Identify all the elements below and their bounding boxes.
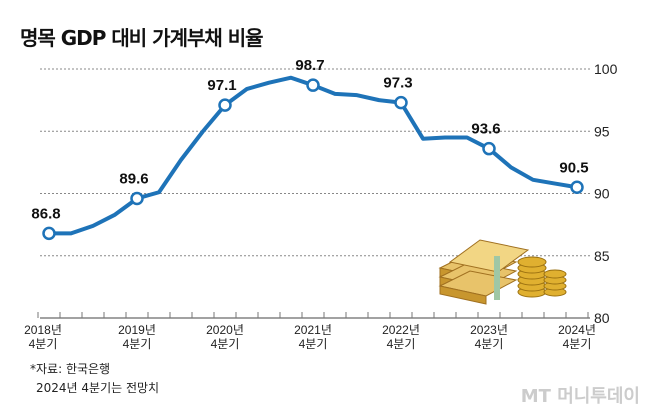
money-illustration — [438, 239, 567, 305]
data-label: 90.5 — [559, 159, 588, 176]
series-line — [49, 75, 578, 236]
y-tick-label: 85 — [594, 248, 610, 264]
data-label: 93.6 — [471, 121, 500, 138]
x-tick-label: 2020년 — [206, 323, 244, 337]
x-tick-label: 4분기 — [211, 337, 240, 351]
data-point-marker — [394, 95, 408, 110]
data-label: 97.1 — [207, 77, 236, 94]
source-note: *자료: 한국은행 — [30, 362, 111, 376]
x-tick-label: 4분기 — [387, 337, 416, 351]
data-point-marker — [42, 226, 56, 241]
x-tick-label: 2022년 — [382, 323, 420, 337]
x-tick-label: 4분기 — [123, 337, 152, 351]
x-tick-label: 2021년 — [294, 323, 332, 337]
x-tick-label: 2019년 — [118, 323, 156, 337]
watermark-logo: MT 머니투데이 — [520, 386, 640, 407]
x-tick-label: 4분기 — [563, 337, 592, 351]
x-tick-label: 2023년 — [470, 323, 508, 337]
x-tick-label: 2024년 — [558, 323, 596, 337]
forecast-note: 2024년 4분기는 전망치 — [36, 381, 160, 395]
y-tick-label: 95 — [594, 123, 610, 139]
x-tick-label: 2018년 — [24, 323, 62, 337]
data-label: 86.8 — [31, 205, 60, 222]
x-tick-label: 4분기 — [475, 337, 504, 351]
x-tick-label: 4분기 — [299, 337, 328, 351]
data-point-marker — [130, 191, 144, 206]
data-label: 98.7 — [295, 57, 324, 74]
data-point-marker — [306, 78, 320, 92]
data-point-marker — [218, 98, 232, 112]
data-label: 89.6 — [119, 170, 148, 187]
y-tick-label: 80 — [594, 310, 610, 326]
y-tick-label: 100 — [594, 61, 618, 77]
y-tick-label: 90 — [594, 186, 610, 202]
data-label: 97.3 — [383, 75, 412, 92]
data-point-marker — [570, 180, 584, 195]
data-point-marker — [482, 141, 496, 156]
x-tick-label: 4분기 — [29, 337, 58, 351]
chart-title: 명목 GDP 대비 가계부채 비율 — [20, 26, 264, 50]
